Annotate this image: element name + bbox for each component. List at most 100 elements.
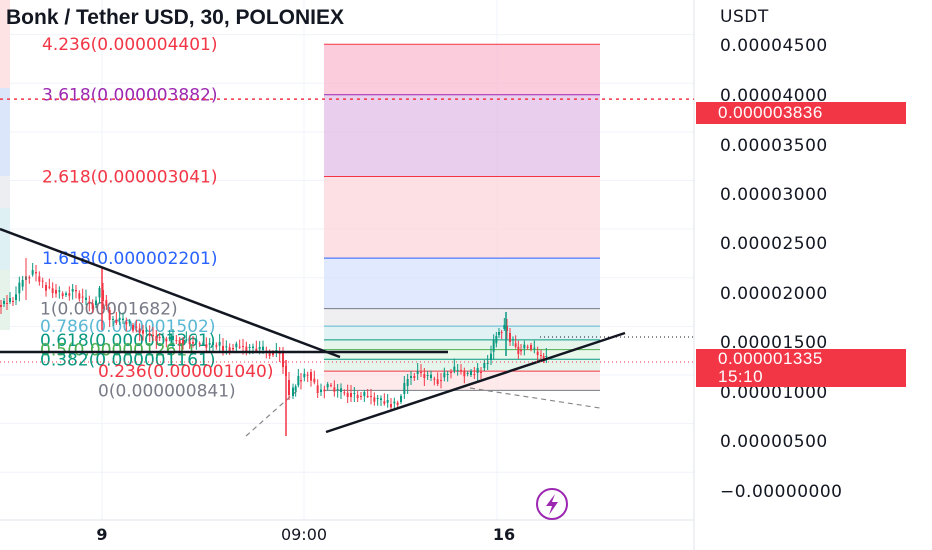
candle-body: [162, 336, 164, 338]
candle-body: [195, 339, 198, 343]
candle-body: [3, 301, 5, 304]
fib-label-1: 3.618(0.000003882): [42, 86, 218, 106]
candle-body: [61, 293, 64, 296]
candle-body: [483, 363, 486, 368]
axis-tick-label: 0.00001500: [720, 333, 828, 353]
candle-body: [300, 380, 302, 382]
candle-body: [18, 282, 21, 294]
candle-body: [403, 383, 406, 394]
fib-label-8: 0.382(0.000001161): [40, 350, 216, 370]
candle-body: [350, 393, 352, 397]
candle-body: [343, 392, 346, 394]
last-price-tag: 0.000001335 15:10: [696, 349, 906, 387]
fib-zone-4: [324, 308, 600, 327]
lightning-icon-bolt: [546, 494, 558, 515]
candle-body: [310, 372, 312, 381]
candle-body: [115, 320, 118, 323]
candle-body: [430, 374, 432, 378]
candle-body: [440, 380, 442, 381]
candle-body: [138, 328, 141, 333]
candle-body: [98, 288, 101, 298]
candle-body: [400, 396, 402, 402]
last-price-value: 0.000001335: [718, 349, 823, 368]
candle-body: [172, 336, 174, 340]
candle-body: [330, 385, 332, 386]
candle-body: [148, 333, 151, 336]
candle-body: [198, 343, 201, 345]
candle-body: [498, 332, 500, 335]
fib-label-0: 4.236(0.000004401): [42, 35, 218, 55]
candle-body: [533, 347, 536, 349]
candle-body: [366, 396, 369, 397]
axis-tick-label: −0.00000000: [720, 482, 843, 502]
candle-body: [21, 280, 24, 287]
candle-body: [492, 340, 495, 352]
trend-lines: [0, 98, 694, 520]
candle-body: [436, 379, 439, 384]
candle-body: [426, 375, 429, 376]
candle-body: [91, 303, 94, 309]
candle-body: [71, 289, 74, 292]
fib-zone-7: [324, 349, 600, 360]
candle-body: [28, 277, 31, 279]
candle-body: [31, 270, 34, 275]
candle-body: [258, 347, 261, 350]
candle-body: [35, 272, 37, 274]
candle-body: [202, 343, 204, 345]
candle-body: [512, 339, 514, 341]
candle-body: [326, 384, 329, 388]
candle-body: [88, 301, 91, 304]
candle-body: [410, 376, 412, 378]
fib-trend-1: [245, 387, 301, 437]
candle-body: [333, 387, 336, 392]
axis-tick-label: 0.00002500: [720, 234, 828, 254]
candle-body: [517, 346, 520, 354]
candle-body: [460, 370, 462, 371]
chart-title: Bonk / Tether USD, 30, POLONIEX: [6, 6, 345, 29]
fib-zone-0: [324, 44, 600, 95]
candle-body: [526, 346, 529, 348]
candle-body: [118, 318, 121, 320]
candle-body: [495, 336, 498, 344]
candle-body: [58, 290, 61, 292]
fib-zone-6: [324, 339, 600, 350]
candle-body: [490, 353, 492, 360]
candle-body: [182, 340, 184, 344]
candle-body: [192, 342, 194, 344]
candle-body: [208, 343, 211, 345]
candle-body: [125, 321, 128, 325]
fibonacci-extension: 4.236(0.000004401) 3.618(0.000003882) 2.61…: [0, 0, 601, 437]
candle-body: [393, 401, 396, 404]
candle-body: [446, 374, 449, 375]
time-axis: 9 09:00 16: [96, 525, 515, 544]
candle-body: [360, 396, 362, 397]
candle-body: [416, 371, 419, 374]
candle-body: [232, 348, 234, 350]
fib-label-5: 0.786(0.000001502): [40, 317, 216, 337]
candle-body: [297, 376, 300, 386]
candle-body: [185, 339, 188, 341]
candle-body: [423, 374, 426, 378]
axis-tick-label: 0.00004500: [720, 36, 828, 56]
fib-zone-8: [324, 359, 600, 372]
candle-body: [316, 385, 319, 393]
axis-tick-label: 0.00001000: [720, 383, 828, 403]
candle-body: [420, 372, 422, 373]
candle-body: [158, 337, 161, 338]
candle-body: [476, 368, 479, 373]
candle-body: [450, 372, 452, 373]
candle-body: [225, 346, 228, 348]
candle-body: [105, 300, 108, 306]
candle-body: [413, 376, 416, 378]
candle-body: [323, 389, 326, 392]
fib-label-6: 0.618(0.000001361): [40, 331, 216, 351]
candle-body: [75, 290, 77, 292]
candle-body: [38, 276, 41, 282]
candle-body: [288, 380, 290, 395]
candle-body: [268, 351, 271, 356]
axis-tick-label: 0.00004000: [720, 86, 828, 106]
lightning-icon[interactable]: [536, 488, 568, 520]
candle-body: [112, 319, 114, 320]
candle-body: [152, 335, 154, 336]
